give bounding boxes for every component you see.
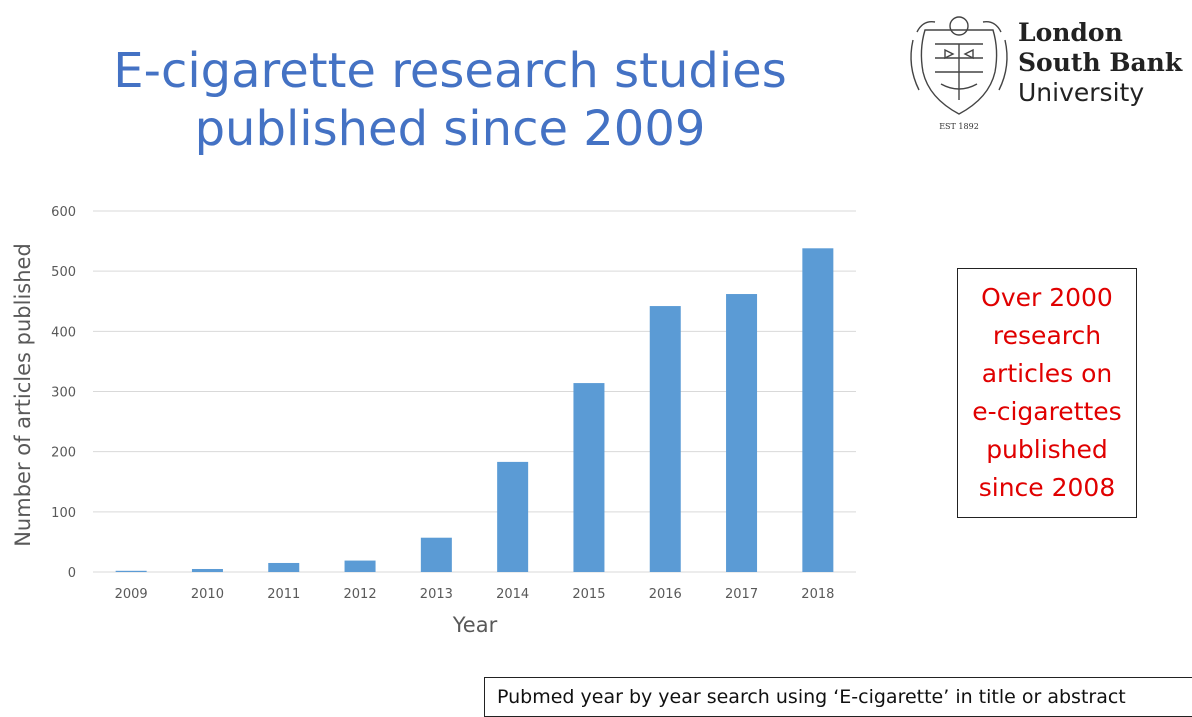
- university-crest-icon: EST 1892: [905, 10, 1013, 132]
- bar-2011: [268, 562, 300, 572]
- wordmark-line-2: South Bank: [1018, 48, 1183, 77]
- callout-text: Over 2000 research articles on e-cigaret…: [972, 283, 1122, 502]
- bar-2016: [649, 306, 681, 572]
- wordmark-line-1: London: [1018, 18, 1123, 47]
- university-logo: EST 1892 London South Bank University: [905, 10, 1192, 132]
- established-year: EST 1892: [939, 122, 979, 131]
- bar-2015: [573, 383, 605, 572]
- y-tick-label: 500: [51, 265, 76, 280]
- source-note: Pubmed year by year search using ‘E-ciga…: [484, 677, 1192, 717]
- bar-2018: [802, 248, 834, 572]
- bar-2013: [420, 537, 452, 572]
- x-tick-label: 2013: [420, 587, 453, 602]
- bar-2009: [115, 570, 147, 572]
- y-tick-label: 600: [51, 205, 76, 220]
- bars: [115, 248, 834, 572]
- y-tick-label: 400: [51, 325, 76, 340]
- x-tick-label: 2015: [572, 587, 605, 602]
- callout-box: Over 2000 research articles on e-cigaret…: [957, 268, 1137, 518]
- bar-2017: [726, 294, 758, 572]
- x-tick-label: 2011: [267, 587, 300, 602]
- slide-title-line-2: published since 2009: [194, 101, 706, 157]
- slide-title: E-cigarette research studies published s…: [100, 42, 800, 158]
- x-tick-labels: 2009 2010 2011 2012 2013 2014 2015 2016 2017 2018: [115, 587, 835, 602]
- bar-2012: [344, 560, 376, 572]
- y-axis-title: Number of articles published: [11, 243, 35, 547]
- x-axis-title: Year: [452, 613, 498, 637]
- bar-chart: 0 100 200 300 400 500 600 2009 2010 2011 2012 2013…: [11, 205, 856, 637]
- x-tick-label: 2018: [801, 587, 834, 602]
- bar-2014: [497, 461, 529, 572]
- gridlines: [93, 210, 856, 573]
- x-tick-label: 2010: [191, 587, 224, 602]
- y-tick-label: 200: [51, 446, 76, 461]
- wordmark-line-3: University: [1018, 78, 1145, 107]
- slide-title-line-1: E-cigarette research studies: [113, 43, 787, 99]
- university-wordmark: London South Bank University: [1018, 18, 1182, 108]
- y-tick-label: 0: [68, 566, 76, 581]
- y-tick-label: 300: [51, 386, 76, 401]
- y-tick-label: 100: [51, 506, 76, 521]
- x-tick-label: 2009: [115, 587, 148, 602]
- x-tick-label: 2014: [496, 587, 529, 602]
- x-tick-label: 2016: [649, 587, 682, 602]
- bar-2010: [191, 568, 223, 572]
- y-tick-labels: 0 100 200 300 400 500 600: [51, 205, 76, 581]
- x-tick-label: 2017: [725, 587, 758, 602]
- x-tick-label: 2012: [344, 587, 377, 602]
